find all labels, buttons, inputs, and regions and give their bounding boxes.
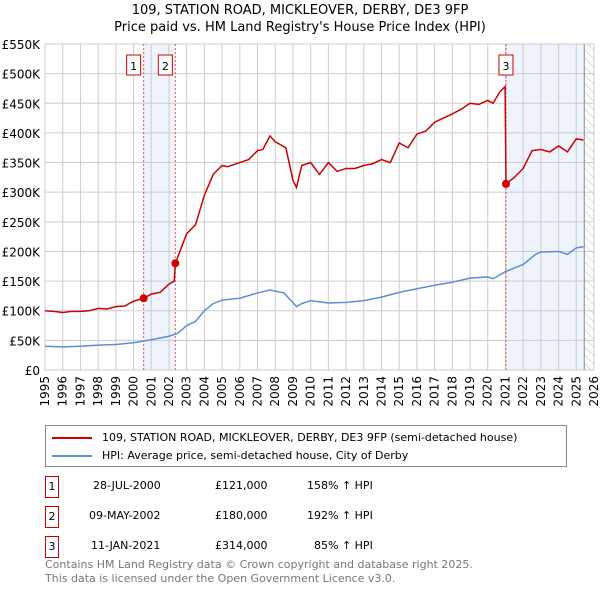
y-tick-label: £400K bbox=[2, 127, 42, 141]
transaction-point bbox=[171, 259, 180, 268]
date: 09-MAY-2002 bbox=[89, 509, 161, 522]
transaction-row: 2 09-MAY-2002 £180,000 192% ↑ HPI bbox=[45, 506, 445, 528]
x-tick-label: 2004 bbox=[197, 376, 211, 407]
x-tick-label: 2005 bbox=[215, 376, 229, 407]
x-tick-label: 2021 bbox=[498, 376, 512, 407]
shaded-range bbox=[143, 44, 176, 370]
subtitle: Price paid vs. HM Land Registry's House … bbox=[114, 20, 486, 35]
y-tick-label: £550K bbox=[2, 38, 42, 52]
x-tick-label: 2016 bbox=[410, 376, 424, 407]
price: £180,000 bbox=[215, 509, 268, 522]
x-tick-label: 2013 bbox=[357, 376, 371, 407]
x-tick-label: 2024 bbox=[552, 376, 566, 407]
x-tick-label: 2025 bbox=[569, 376, 583, 407]
transaction-row: 1 28-JUL-2000 £121,000 158% ↑ HPI bbox=[45, 476, 445, 498]
x-tick-label: 1995 bbox=[38, 376, 52, 407]
footer: Contains HM Land Registry data © Crown c… bbox=[45, 558, 473, 586]
transaction-point bbox=[501, 179, 510, 188]
transaction-point bbox=[139, 294, 148, 303]
y-tick-label: £200K bbox=[2, 245, 42, 259]
legend-swatch-hpi bbox=[52, 454, 92, 457]
property-line bbox=[44, 84, 584, 314]
footer-line: This data is licensed under the Open Gov… bbox=[45, 572, 396, 585]
x-tick-label: 2014 bbox=[374, 376, 388, 407]
chart-title: 109, STATION ROAD, MICKLEOVER, DERBY, DE… bbox=[0, 2, 600, 36]
y-tick-label: £450K bbox=[2, 97, 42, 111]
x-tick-label: 2000 bbox=[127, 376, 141, 407]
x-tick-label: 2007 bbox=[251, 376, 265, 407]
forecast-hatch bbox=[584, 44, 594, 370]
transaction-label-box bbox=[498, 54, 514, 76]
x-tick-label: 2017 bbox=[428, 376, 442, 407]
x-tick-label: 2023 bbox=[534, 376, 548, 407]
legend-swatch-property bbox=[52, 436, 92, 439]
x-tick-label: 2001 bbox=[144, 376, 158, 407]
hpi-change: 158% ↑ HPI bbox=[307, 479, 373, 492]
legend-property: 109, STATION ROAD, MICKLEOVER, DERBY, DE… bbox=[102, 431, 518, 444]
x-tick-label: 2003 bbox=[180, 376, 194, 407]
title: 109, STATION ROAD, MICKLEOVER, DERBY, DE… bbox=[131, 3, 469, 18]
marker-badge: 3 bbox=[45, 536, 59, 558]
legend-hpi: HPI: Average price, semi-detached house,… bbox=[102, 449, 409, 462]
transaction-row: 3 11-JAN-2021 £314,000 85% ↑ HPI bbox=[45, 536, 445, 558]
hpi-change: 192% ↑ HPI bbox=[307, 509, 373, 522]
marker-badge: 1 bbox=[45, 476, 59, 498]
x-tick-label: 2015 bbox=[392, 376, 406, 407]
y-tick-label: £300K bbox=[2, 186, 42, 200]
footer-line: Contains HM Land Registry data © Crown c… bbox=[45, 558, 473, 571]
y-tick-label: £500K bbox=[2, 68, 42, 82]
x-tick-label: 2002 bbox=[162, 376, 176, 407]
hpi-line bbox=[44, 245, 584, 348]
x-tick-label: 2011 bbox=[321, 376, 335, 407]
x-tick-label: 2006 bbox=[233, 376, 247, 407]
marker-badge: 2 bbox=[45, 506, 59, 528]
price-chart: £0 £50K £100K £150K £200K £250K £300K £350K £400… bbox=[2, 38, 600, 407]
x-tick-label: 2012 bbox=[339, 376, 353, 407]
x-tick-label: 2019 bbox=[463, 376, 477, 407]
y-tick-label: £250K bbox=[2, 216, 42, 230]
hpi-change: 85% ↑ HPI bbox=[314, 539, 373, 552]
x-tick-label: 2026 bbox=[587, 376, 600, 407]
y-tick-label: £50K bbox=[9, 334, 41, 348]
x-tick-label: 1997 bbox=[73, 376, 87, 407]
date: 11-JAN-2021 bbox=[91, 539, 161, 552]
x-tick-label: 2018 bbox=[445, 376, 459, 407]
transaction-label-box bbox=[126, 54, 142, 76]
transaction-label: 1 bbox=[130, 60, 137, 73]
y-tick-label: £350K bbox=[2, 157, 42, 171]
y-tick-label: £150K bbox=[2, 275, 42, 289]
shaded-range bbox=[505, 44, 585, 370]
y-tick-label: £0 bbox=[25, 364, 40, 378]
price: £314,000 bbox=[215, 539, 268, 552]
x-tick-label: 1998 bbox=[91, 376, 105, 407]
x-tick-label: 2010 bbox=[304, 376, 318, 407]
plot-frame bbox=[44, 43, 595, 371]
x-tick-label: 2008 bbox=[268, 376, 282, 407]
x-tick-label: 2022 bbox=[516, 376, 530, 407]
x-tick-label: 2009 bbox=[286, 376, 300, 407]
price: £121,000 bbox=[215, 479, 268, 492]
legend: 109, STATION ROAD, MICKLEOVER, DERBY, DE… bbox=[45, 425, 567, 467]
y-tick-label: £100K bbox=[2, 305, 42, 319]
x-tick-label: 1996 bbox=[56, 376, 70, 407]
transaction-label: 2 bbox=[162, 60, 169, 73]
transaction-label: 3 bbox=[502, 60, 509, 73]
date: 28-JUL-2000 bbox=[93, 479, 161, 492]
x-tick-label: 1999 bbox=[109, 376, 123, 407]
x-tick-label: 2020 bbox=[481, 376, 495, 407]
transaction-label-box bbox=[157, 54, 173, 76]
